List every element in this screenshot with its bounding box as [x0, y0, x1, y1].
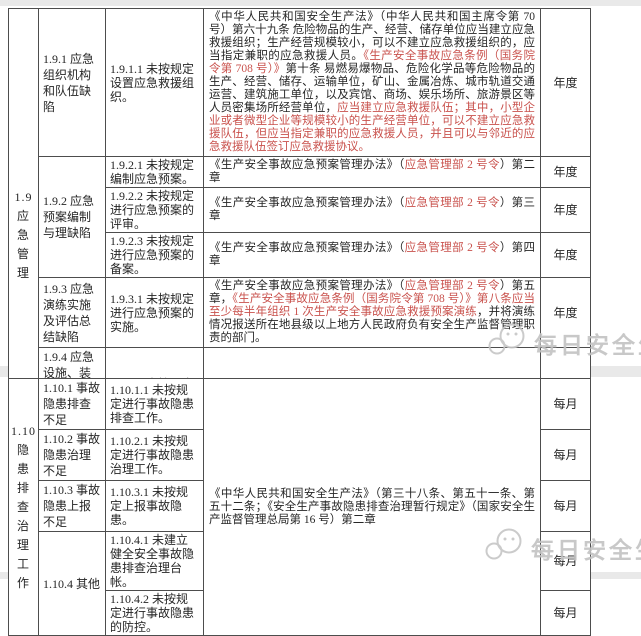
item-cell: 1.10.3.1 未按规定上报事故隐患。	[105, 480, 204, 532]
group-cell: 1.10.4 其他	[38, 531, 106, 636]
group-cell: 1.10.1 事故隐患排查不足	[38, 378, 106, 430]
item-cell: 1.10.4.1 未建立健全安全事故隐患排查治理台帐。	[105, 531, 204, 591]
item-cell: 1.9.3.1 未按规定进行应急预案的实施。	[105, 277, 204, 348]
item-cell: 1.9.1.1 未按规定设置应急救援组织。	[105, 8, 204, 157]
item-cell: 1.9.2.2 未按规定进行应急预案的评审。	[105, 187, 204, 233]
legal-basis-cell: 《中华人民共和国安全生产法》（第三十八条、第五十一条、第五十二条；《安全生产事故…	[203, 378, 541, 636]
frequency-cell: 年度	[540, 8, 591, 157]
legal-basis-cell: 《生产安全事故应急预案管理办法》（应急管理部 2 号令）第五章，《生产安全事故应…	[203, 277, 541, 348]
item-cell: 1.9.2.1 未按规定编制应急预案。	[105, 156, 204, 188]
group-cell: 1.9.3 应急演练实施及评估总结缺陷	[38, 277, 106, 348]
legal-basis-cell: 《生产安全事故应急预案管理办法》（应急管理部 2 号令）第二章	[203, 156, 541, 188]
frequency-cell: 年度	[540, 156, 591, 188]
item-cell: 1.10.1.1 未按规定进行事故隐患排查工作。	[105, 378, 204, 430]
category-cell: 1.10 隐患排查治理工作	[8, 378, 39, 636]
group-cell: 1.9.2 应急预案编制与理缺陷	[38, 156, 106, 278]
frequency-cell: 年度	[540, 232, 591, 278]
frequency-cell: 年度	[540, 277, 591, 348]
group-cell: 1.9.1 应急组织机构和队伍缺陷	[38, 8, 106, 157]
legal-basis-cell: 《生产安全事故应急预案管理办法》（应急管理部 2 号令）第三章	[203, 187, 541, 233]
frequency-cell: 年度	[540, 187, 591, 233]
item-cell: 1.9.2.3 未按规定进行应急预案的备案。	[105, 232, 204, 278]
frequency-cell: 每月	[540, 480, 591, 532]
emergency-management-table: 1.9 应急管理 1.9.1 应急组织机构和队伍缺陷 1.9.1.1 未按规定设…	[8, 8, 591, 463]
group-cell: 1.10.2 事故隐患治理不足	[38, 429, 106, 481]
item-cell: 1.10.4.2 未按规定进行事故隐患的防控。	[105, 590, 204, 636]
frequency-cell: 每月	[540, 590, 591, 636]
frequency-cell: 每月	[540, 531, 591, 591]
item-cell: 1.10.2.1 未按规定进行事故隐患治理工作。	[105, 429, 204, 481]
group-cell: 1.10.3 事故隐患上报不足	[38, 480, 106, 532]
frequency-cell: 每月	[540, 429, 591, 481]
separator-band-top	[0, 0, 641, 6]
frequency-cell: 每月	[540, 378, 591, 430]
legal-basis-cell: 《生产安全事故应急预案管理办法》（应急管理部 2 号令）第四章	[203, 232, 541, 278]
hazard-inspection-table: 1.10 隐患排查治理工作 1.10.1 事故隐患排查不足 1.10.1.1 未…	[8, 378, 591, 636]
legal-basis-cell: 《中华人民共和国安全生产法》（中华人民共和国主席令第 70 号）第六十九条 危险…	[203, 8, 541, 157]
